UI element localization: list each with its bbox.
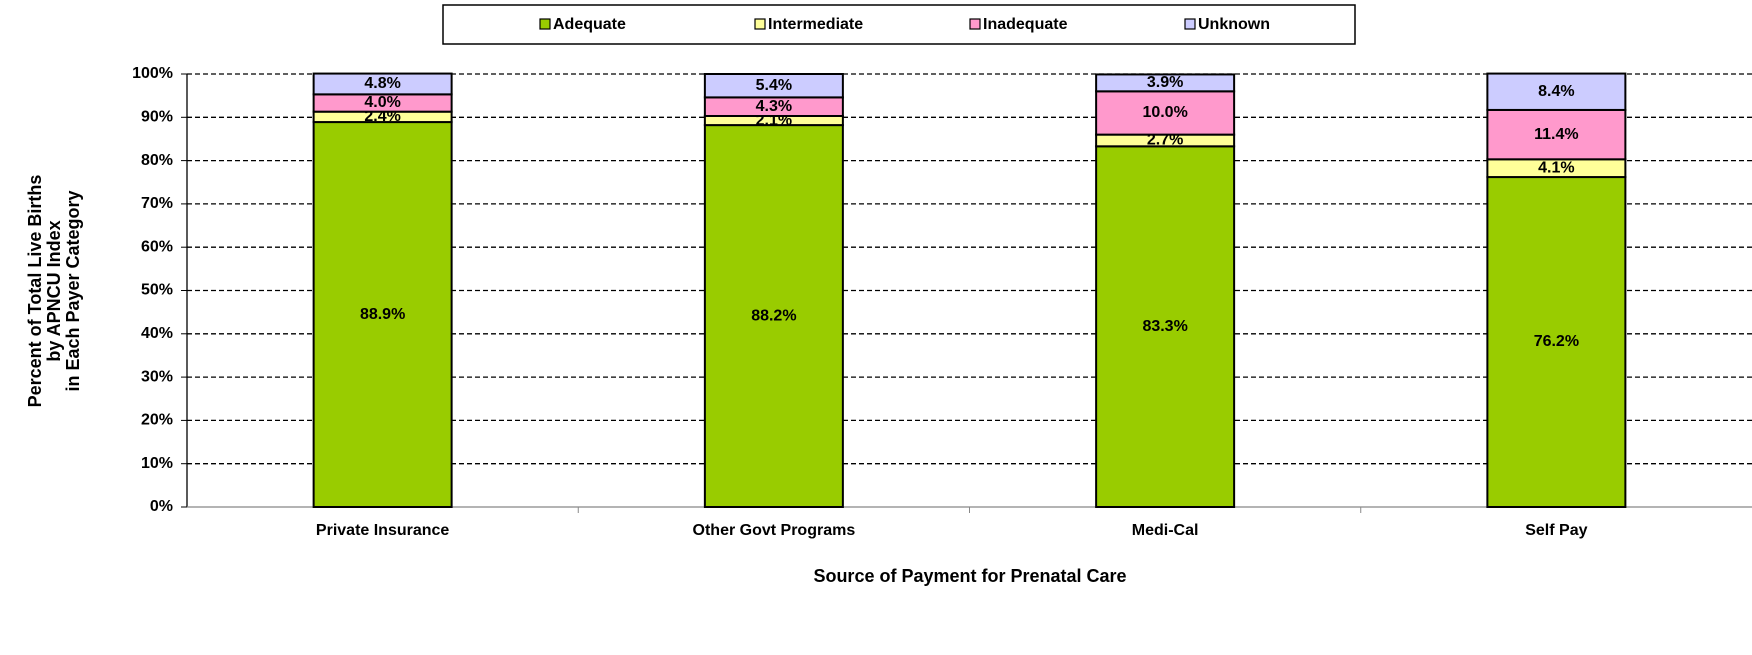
data-label: 4.3% <box>756 98 792 115</box>
x-tick-label: Other Govt Programs <box>693 522 856 539</box>
y-tick-label: 60% <box>141 238 173 255</box>
y-tick-label: 80% <box>141 152 173 169</box>
data-label: 8.4% <box>1538 83 1574 100</box>
y-tick-label: 70% <box>141 195 173 212</box>
bar-segment <box>312 72 453 96</box>
bar-segment <box>1095 73 1236 93</box>
y-tick-label: 0% <box>150 498 173 515</box>
data-label: 76.2% <box>1534 333 1579 350</box>
y-axis-title-line: by APNCU Index <box>44 220 64 361</box>
y-tick-label: 50% <box>141 282 173 299</box>
data-label: 3.9% <box>1147 74 1183 91</box>
y-axis-title-line: Percent of Total Live Births <box>25 175 45 408</box>
legend-label: Inadequate <box>983 16 1068 33</box>
y-tick-label: 40% <box>141 325 173 342</box>
data-label: 4.0% <box>364 94 400 111</box>
x-axis-title: Source of Payment for Prenatal Care <box>813 566 1126 586</box>
data-label: 11.4% <box>1534 126 1578 143</box>
data-label: 5.4% <box>756 77 792 94</box>
legend-label: Unknown <box>1198 16 1270 33</box>
data-label: 88.2% <box>751 307 796 324</box>
data-label: 4.8% <box>364 75 400 92</box>
y-axis-title-line: in Each Payer Category <box>63 190 83 391</box>
bar-segment <box>1486 72 1627 111</box>
legend-label: Adequate <box>553 16 626 33</box>
x-tick-label: Self Pay <box>1525 522 1587 539</box>
bar-segment <box>703 73 844 99</box>
data-label: 83.3% <box>1142 318 1187 335</box>
bar-segment <box>1095 90 1236 136</box>
bar-segment <box>703 124 844 509</box>
data-label: 2.7% <box>1147 132 1183 149</box>
bar-segment <box>312 121 453 509</box>
y-tick-label: 20% <box>141 412 173 429</box>
y-tick-label: 10% <box>141 455 173 472</box>
bar-segment <box>1486 176 1627 509</box>
y-tick-label: 30% <box>141 368 173 385</box>
data-label: 88.9% <box>360 306 405 323</box>
y-tick-label: 100% <box>132 65 173 82</box>
data-label: 4.1% <box>1538 159 1574 176</box>
legend-swatch <box>754 18 766 30</box>
x-tick-label: Medi-Cal <box>1132 522 1199 539</box>
bar-segment <box>1095 145 1236 508</box>
legend-label: Intermediate <box>768 16 863 33</box>
legend-swatch <box>969 18 981 30</box>
y-axis-title: Percent of Total Live Births by APNCU Ind… <box>25 175 83 408</box>
legend-box <box>442 4 1356 45</box>
y-tick-label: 90% <box>141 109 173 126</box>
bar-segment <box>1486 108 1627 161</box>
x-tick-label: Private Insurance <box>316 522 450 539</box>
legend-swatch <box>1184 18 1196 30</box>
legend-swatch <box>539 18 551 30</box>
data-label: 10.0% <box>1142 104 1187 121</box>
